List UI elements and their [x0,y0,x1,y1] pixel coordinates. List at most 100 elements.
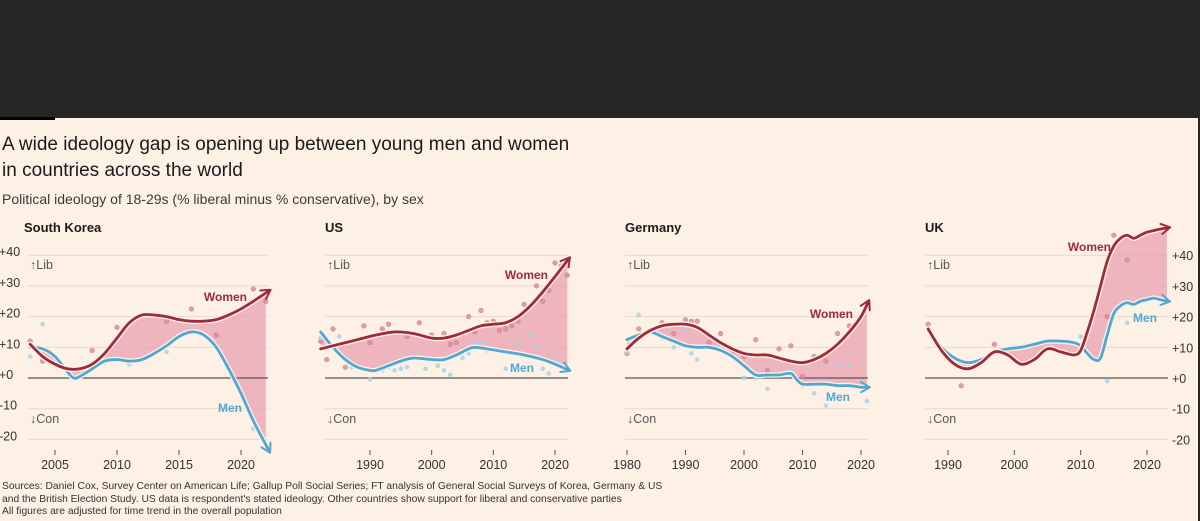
y-tick-label: +10 [1172,341,1193,355]
women-data-point [671,330,677,337]
x-tick-label: 2020 [541,458,569,472]
right-edge [1198,118,1200,521]
women-data-point [89,347,95,353]
x-tick-label: 1990 [934,458,962,472]
men-data-point [689,351,694,356]
gap-area [320,260,568,371]
men-data-point [694,357,700,362]
men-data-point [823,403,829,408]
women-trend-line [319,256,571,351]
men-data-point [864,398,870,404]
chart-subtitle: Political ideology of 18-29s (% liberal … [2,191,424,207]
women-data-point [776,346,782,352]
gap-area [30,292,266,445]
y-tick-label: +40 [1172,249,1193,263]
men-data-point [336,334,342,339]
top-accent-rule [0,117,55,120]
men-data-point [683,326,688,332]
x-tick-label: 2010 [1067,458,1095,472]
x-tick-label: 2020 [227,458,255,472]
panel-south-korea: South Korea 2005 2010 2015 2020 +40 +30 +20 +10 +… [0,220,273,472]
women-series-label: Women [204,290,247,304]
women-data-point [799,373,806,380]
men-data-point [460,355,465,361]
women-series-label: Women [810,307,853,321]
women-data-point [991,341,998,347]
y-tick-label: +30 [1172,280,1193,294]
men-data-point [552,357,558,362]
x-tick-label: 2010 [789,458,817,472]
panel-title: US [325,220,343,235]
y-tick-label: +30 [0,276,20,290]
women-trend-line [926,222,1172,371]
y-tick-label: +10 [0,337,20,351]
men-data-point [515,341,521,347]
chart-title: A wide ideology gap is opening up betwee… [2,132,622,184]
x-tick-label: 1990 [356,458,384,472]
liberal-annotation: ↑Lib [30,258,53,272]
women-data-point [925,321,931,327]
panel-title: Germany [625,220,682,235]
men-data-point [367,377,373,382]
men-trend-line [926,293,1172,365]
men-data-point [472,340,478,345]
women-data-point [114,324,120,330]
y-tick-label: +20 [1172,311,1193,325]
y-tick-label: -10 [0,399,17,413]
men-data-point [447,372,453,378]
x-tick-label: 2000 [1000,458,1028,472]
women-data-point [361,323,367,329]
women-data-point [552,260,558,266]
men-data-point [835,363,840,369]
x-tick-label: 2000 [730,458,758,472]
men-data-point [441,368,447,373]
men-data-point [534,345,539,350]
conservative-annotation: ↓Con [927,412,956,426]
x-tick-label: 2020 [1133,458,1161,472]
men-data-point [671,345,677,350]
women-data-point [379,326,385,332]
women-series-label: Women [1068,240,1111,254]
men-data-point [398,366,404,372]
men-data-point [1078,334,1083,339]
y-tick-label: -20 [1172,433,1190,447]
women-data-point [416,320,422,326]
men-data-point [423,366,428,372]
men-data-point [27,354,33,359]
footnote-line-3: All figures are adjusted for time trend … [2,506,282,517]
women-data-point [533,283,540,289]
men-trend-line [625,330,871,394]
liberal-annotation: ↑Lib [627,258,650,272]
men-line-halo [925,295,1172,366]
women-data-point [958,383,964,389]
women-data-point [636,326,642,332]
women-data-point [453,340,459,346]
panel-title: South Korea [24,220,102,235]
women-trend-line [625,299,871,365]
women-data-point [564,272,570,278]
men-data-point [164,349,169,355]
women-data-point [496,327,503,334]
women-data-point [503,326,509,332]
y-tick-label: +0 [1172,372,1186,386]
liberal-annotation: ↑Lib [327,258,350,272]
panel-title: UK [925,220,944,235]
men-data-point [40,321,45,327]
y-tick-label: +40 [0,245,20,259]
conservative-annotation: ↓Con [30,412,59,426]
men-data-point [546,371,552,376]
x-tick-label: 2015 [165,458,193,472]
women-data-point [1111,232,1117,238]
men-data-point [528,332,533,338]
panel-uk: UK 1990 2000 2010 2020 +40 +30 +20 +10 +0 -10 -20 ↑L… [925,220,1193,472]
women-data-point [509,323,515,329]
men-data-point [503,366,508,372]
women-data-point [330,326,336,332]
x-tick-label: 1990 [672,458,700,472]
title-line-1: A wide ideology gap is opening up betwee… [2,134,570,155]
panel-germany: Germany 1980 1990 2000 2010 2020 ↑Lib ↓Con [613,220,875,472]
women-trend-line [28,288,272,371]
y-tick-label: +20 [0,307,20,321]
conservative-annotation: ↓Con [327,412,356,426]
